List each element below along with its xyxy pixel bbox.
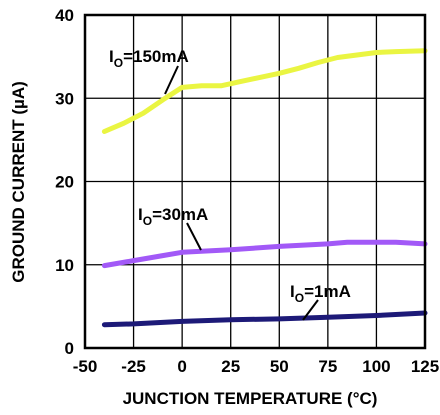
y-tick-label: 0: [65, 339, 74, 358]
x-tick-label: 125: [411, 357, 439, 376]
x-tick-label: -50: [73, 357, 98, 376]
series-label-150ma: IO=150mA: [109, 47, 189, 70]
x-tick-label: 50: [270, 357, 289, 376]
x-axis-label: JUNCTION TEMPERATURE (°C): [123, 389, 378, 408]
x-tick-label: -25: [121, 357, 146, 376]
series-line-0: [101, 48, 428, 134]
x-tick-label: 0: [177, 357, 186, 376]
x-tick-labels: -50 -25 0 25 50 75 100 125: [73, 357, 439, 376]
series-lines: [101, 48, 428, 328]
y-tick-label: 30: [55, 89, 74, 108]
x-tick-label: 75: [318, 357, 337, 376]
series-leader-1ma: [302, 299, 319, 321]
y-tick-label: 20: [55, 173, 74, 192]
series-leader-150ma: [164, 65, 179, 95]
x-tick-label: 25: [221, 357, 240, 376]
y-axis-label: GROUND CURRENT (µA): [9, 81, 28, 283]
series-leader-30ma: [186, 222, 202, 251]
y-tick-labels: 0 10 20 30 40: [55, 6, 74, 358]
x-tick-label: 100: [362, 357, 390, 376]
y-tick-label: 10: [55, 256, 74, 275]
plot-frame: [83, 13, 427, 350]
series-label-30ma: IO=30mA: [138, 205, 208, 228]
series-line-2: [101, 310, 428, 328]
y-tick-label: 40: [55, 6, 74, 25]
series-label-1ma: IO=1mA: [290, 282, 351, 305]
series-line-1: [101, 239, 428, 269]
